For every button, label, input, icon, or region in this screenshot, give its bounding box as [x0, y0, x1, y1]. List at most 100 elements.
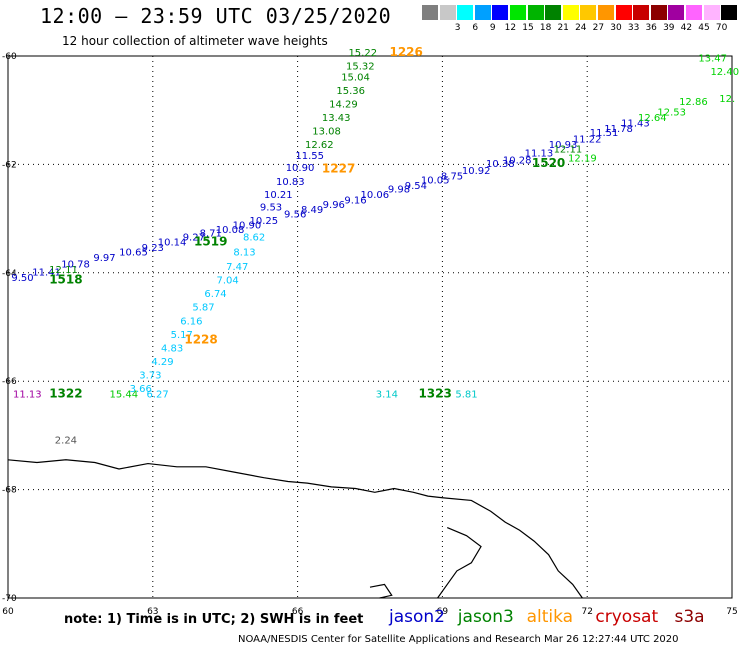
track-time-label: 1226	[389, 45, 422, 59]
legend-label: 6	[472, 23, 479, 33]
wave-height-label: 9.16	[344, 195, 366, 206]
lat-tick-label: -60	[2, 52, 17, 62]
wave-height-label: 10.78	[61, 259, 90, 270]
wave-height-label: 5.81	[455, 389, 477, 400]
wave-height-label: 13.47	[698, 53, 727, 64]
legend-swatch	[510, 5, 526, 20]
wave-height-label: 8.75	[441, 172, 463, 183]
wave-height-label: 10.28	[503, 155, 532, 166]
wave-height-label: 15.36	[336, 86, 365, 97]
legend-swatch	[527, 5, 544, 20]
wave-height-label: 15.04	[341, 72, 370, 83]
wave-height-label: 10.14	[158, 238, 187, 249]
lat-tick-label: -70	[2, 594, 17, 604]
satellite-name-altika: altika	[526, 607, 574, 627]
legend-label: 42	[680, 23, 693, 33]
legend-label: 9	[489, 23, 496, 33]
satellite-name-jason2: jason2	[389, 607, 445, 627]
legend-swatch	[633, 5, 650, 20]
legend-label: 39	[663, 23, 675, 33]
wave-height-label: 6.16	[180, 316, 202, 327]
legend-swatch	[457, 5, 474, 20]
wave-height-label: 11.13	[525, 148, 554, 159]
legend-swatch	[668, 5, 685, 20]
lat-tick-label: -64	[2, 269, 17, 279]
wave-height-label: 10.65	[119, 247, 148, 258]
map-frame	[7, 55, 733, 599]
legend-label: 18	[539, 23, 552, 33]
wave-height-label: 12.11	[49, 265, 78, 276]
coastline-bay	[437, 526, 482, 599]
wave-height-label: 12.86	[679, 97, 708, 108]
legend-swatch	[686, 5, 702, 20]
lat-tick-label: -62	[2, 160, 17, 170]
wave-height-label: 12.53	[657, 108, 686, 119]
legend-label: 24	[575, 23, 587, 33]
wave-height-label: 13.43	[322, 113, 351, 124]
wave-height-label: 15.22	[348, 48, 377, 59]
legend-label: 70	[715, 23, 728, 33]
legend-swatch	[703, 5, 720, 20]
lon-tick-label: 63	[147, 607, 158, 617]
wave-height-label: 3.14	[376, 389, 398, 400]
footer-note: note: 1) Time is in UTC; 2) SWH is in fe…	[64, 612, 364, 627]
wave-height-label: 9.56	[284, 210, 306, 221]
legend-swatch	[598, 5, 614, 20]
legend-label: 21	[557, 23, 569, 33]
legend-swatch	[562, 5, 579, 20]
legend-swatch	[439, 5, 456, 20]
lon-tick-label: 72	[581, 607, 592, 617]
lat-tick-label: -68	[2, 486, 17, 496]
coastline-south	[369, 583, 393, 599]
wave-height-label: 10.38	[486, 159, 515, 170]
wave-height-label: 9.96	[323, 200, 345, 211]
wave-height-label: 2.24	[55, 436, 77, 447]
coastline	[7, 459, 583, 599]
wave-height-label: 10.90	[286, 163, 315, 174]
track-time-label: 1323	[418, 386, 451, 400]
wave-height-label: 10.21	[264, 190, 293, 201]
credit-line: NOAA/NESDIS Center for Satellite Applica…	[238, 634, 679, 645]
lon-tick-label: 75	[726, 607, 737, 617]
legend-label: 27	[592, 23, 605, 33]
track-time-label: 1322	[49, 386, 82, 400]
wave-height-label: 10.92	[462, 166, 491, 177]
wave-height-label: 12.	[719, 94, 735, 105]
legend-label: 33	[627, 23, 640, 33]
lon-tick-label: 69	[437, 607, 449, 617]
track-time-label: 1518	[49, 273, 82, 287]
legend-swatch	[721, 5, 738, 20]
wave-height-label: 5.17	[171, 330, 193, 341]
wave-height-label: 11.51	[590, 128, 619, 139]
legend-label: 15	[522, 23, 534, 33]
legend-swatch	[492, 5, 509, 20]
lon-tick-label: 60	[2, 607, 14, 617]
legend-label: 36	[645, 23, 657, 33]
satellite-name-jason3: jason3	[457, 607, 514, 627]
wave-height-label: 14.29	[329, 99, 358, 110]
wave-height-label: 12.11	[554, 144, 583, 155]
lon-tick-label: 66	[292, 607, 304, 617]
wave-height-label: 11.55	[295, 151, 324, 162]
wave-height-label: 12.64	[638, 113, 667, 124]
wave-height-label: 3.73	[139, 370, 161, 381]
wave-height-label: 7.47	[226, 262, 248, 273]
wave-height-label: 9.23	[142, 243, 164, 254]
page-title: 12:00 – 23:59 UTC 03/25/2020	[40, 4, 392, 28]
lat-tick-label: -66	[2, 377, 17, 387]
wave-height-label: 8.71	[200, 228, 222, 239]
wave-height-label: 9.50	[11, 273, 33, 284]
legend-swatch	[650, 5, 667, 20]
wave-height-label: 6.27	[146, 389, 168, 400]
legend-label: 30	[610, 23, 622, 33]
wave-height-label: 8.13	[233, 247, 255, 258]
legend-swatch	[580, 5, 597, 20]
wave-height-label: 5.87	[192, 303, 214, 314]
wave-height-label: 10.90	[233, 220, 262, 231]
legend-label: 12	[504, 23, 517, 33]
legend-label: 45	[698, 23, 710, 33]
legend-swatch	[615, 5, 632, 20]
wave-height-label: 4.83	[161, 343, 183, 354]
